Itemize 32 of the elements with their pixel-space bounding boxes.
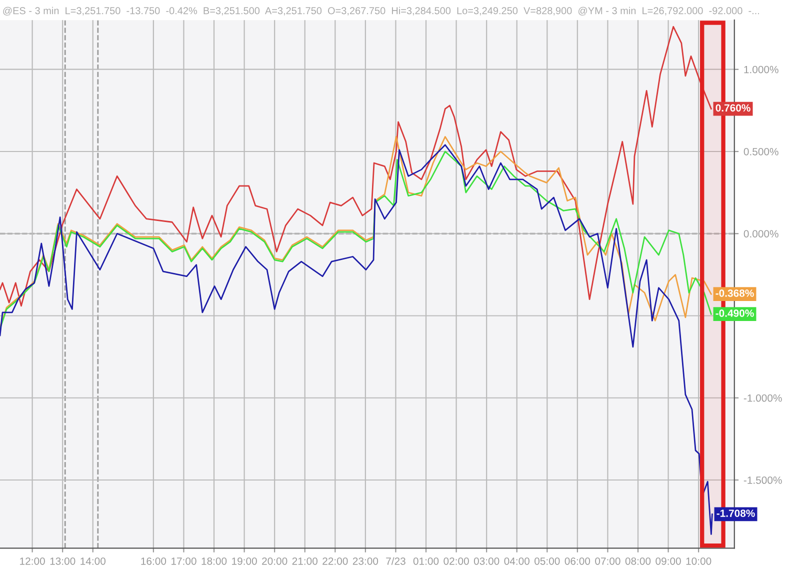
- x-tick-label: 14:00: [80, 557, 106, 565]
- x-tick-label: 03:00: [474, 557, 500, 565]
- data-label: -0.490%: [716, 310, 754, 317]
- chart-title: @ES - 3 min L=3,251.750 -13.750 -0.42% B=3,251.500 A=3,251.750 O=3,267.750 Hi=3,284.500 Lo=3,249.250 V=828,900 @YM - 3 min L=26,792.000 -92.000 -...: [3, 6, 759, 16]
- x-tick-label: 10:00: [686, 557, 712, 565]
- y-tick-label: 0.500%: [744, 148, 778, 156]
- x-tick-label: 22:00: [322, 557, 348, 565]
- x-tick-label: 17:00: [171, 557, 196, 565]
- x-tick-label: 23:00: [352, 557, 378, 565]
- x-tick-label: 02:00: [444, 557, 469, 565]
- x-tick-label: 09:00: [656, 557, 681, 565]
- x-tick-label: 13:00: [50, 557, 76, 565]
- y-tick-label: 0.000%: [744, 230, 778, 238]
- x-tick-label: 19:00: [232, 557, 257, 565]
- x-tick-label: 21:00: [292, 557, 318, 565]
- x-tick-label: 7/23: [386, 557, 406, 565]
- data-label: -1.708%: [716, 510, 755, 517]
- x-tick-label: 20:00: [262, 557, 288, 565]
- x-tick-label: 08:00: [625, 557, 651, 565]
- y-tick-label: -1.500%: [744, 476, 782, 484]
- x-tick-label: 06:00: [564, 557, 590, 565]
- x-tick-label: 18:00: [202, 557, 227, 565]
- y-tick-label: 1.000%: [744, 66, 778, 74]
- y-tick-label: -1.000%: [744, 394, 782, 402]
- x-tick-label: 16:00: [141, 557, 166, 565]
- x-tick-label: 05:00: [534, 557, 560, 565]
- x-tick-label: 04:00: [504, 557, 530, 565]
- data-label: 0.760%: [716, 104, 750, 112]
- data-label: -0.368%: [716, 289, 754, 297]
- x-tick-label: 12:00: [20, 557, 45, 565]
- x-tick-label: 07:00: [595, 557, 620, 565]
- x-tick-label: 01:00: [413, 557, 439, 565]
